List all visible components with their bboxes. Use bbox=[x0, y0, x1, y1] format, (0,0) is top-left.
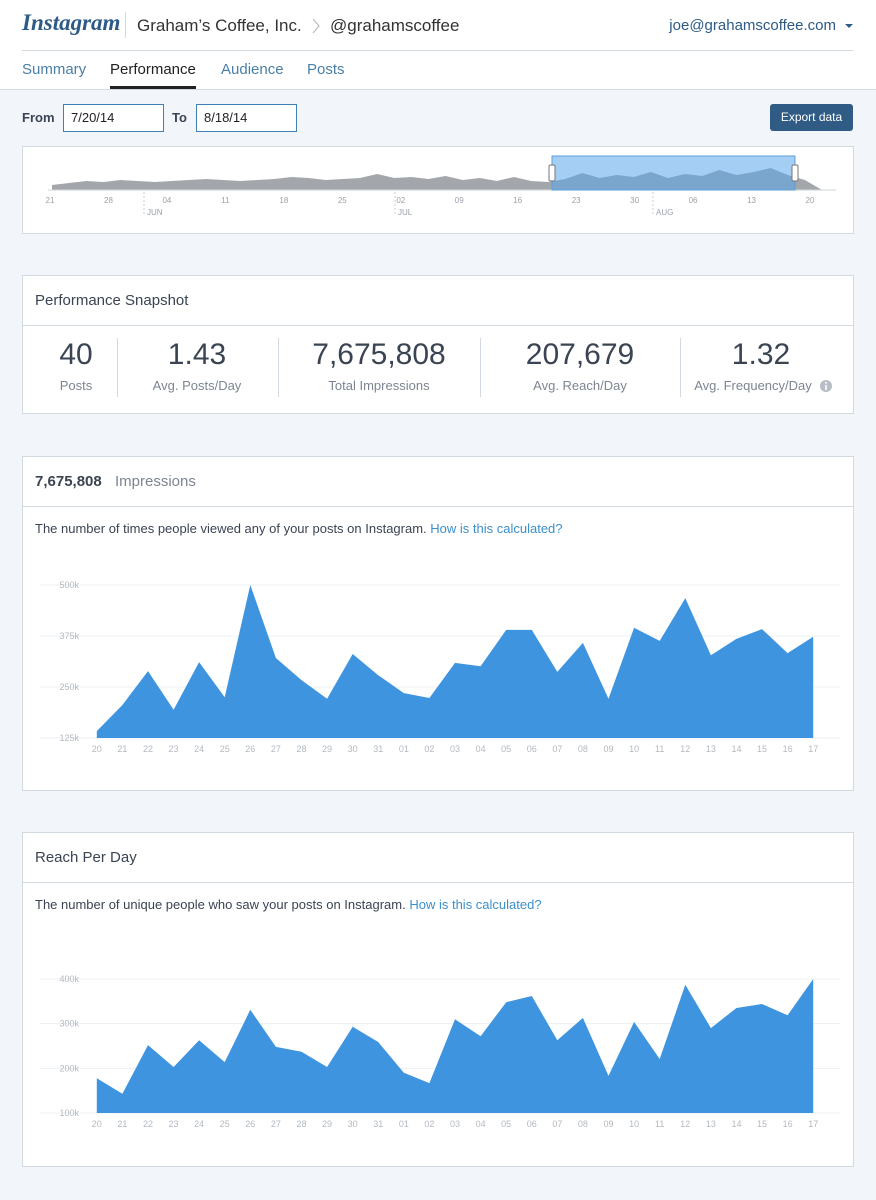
stat-label: Avg. Reach/Day bbox=[533, 378, 627, 393]
impressions-total: 7,675,808 bbox=[35, 473, 102, 490]
from-input[interactable]: 7/20/14 bbox=[63, 104, 164, 132]
panel-title: Impressions bbox=[115, 473, 196, 490]
top-bar bbox=[0, 0, 876, 90]
stat-value: 207,679 bbox=[525, 338, 635, 371]
tab[interactable]: Summary bbox=[22, 61, 87, 78]
from-label: From bbox=[22, 110, 55, 125]
header-rule bbox=[22, 50, 853, 51]
tab[interactable]: Audience bbox=[221, 61, 284, 78]
to-input[interactable]: 8/18/14 bbox=[196, 104, 297, 132]
snapshot-panel bbox=[22, 275, 854, 414]
description-text: The number of times people viewed any of… bbox=[35, 521, 427, 536]
tab[interactable]: Performance bbox=[110, 61, 196, 78]
account-name[interactable]: Graham’s Coffee, Inc. bbox=[137, 16, 302, 35]
stat-label: Total Impressions bbox=[328, 378, 430, 393]
stat-divider bbox=[680, 338, 681, 397]
tab-underline bbox=[110, 86, 196, 89]
stat-value: 1.32 bbox=[731, 338, 791, 371]
panel-title: Reach Per Day bbox=[35, 849, 137, 866]
chevron bbox=[312, 18, 320, 34]
info-icon[interactable] bbox=[819, 379, 833, 393]
caret[interactable] bbox=[844, 23, 854, 29]
handle[interactable]: @grahamscoffee bbox=[330, 16, 460, 35]
overview-panel bbox=[22, 146, 854, 234]
panel-rule bbox=[23, 506, 853, 507]
help-link[interactable]: How is this calculated? bbox=[430, 521, 563, 536]
logo[interactable]: Instagram bbox=[22, 10, 121, 35]
stat-divider bbox=[117, 338, 118, 397]
stat-label: Avg. Posts/Day bbox=[152, 378, 242, 393]
stat-label: Avg. Frequency/Day bbox=[694, 378, 812, 393]
help-link[interactable]: How is this calculated? bbox=[409, 897, 542, 912]
panel-rule bbox=[23, 882, 853, 883]
stat-value: 1.43 bbox=[167, 338, 227, 371]
user-menu[interactable]: joe@grahamscoffee.com bbox=[669, 17, 836, 34]
stat-divider bbox=[480, 338, 481, 397]
tab[interactable]: Posts bbox=[307, 61, 345, 78]
panel-title: Performance Snapshot bbox=[35, 292, 189, 309]
panel-rule bbox=[23, 325, 853, 326]
stat-value: 7,675,808 bbox=[312, 338, 446, 371]
stat-value: 40 bbox=[59, 338, 93, 371]
stat-divider bbox=[278, 338, 279, 397]
description: The number of unique people who saw your… bbox=[35, 897, 542, 912]
divider bbox=[125, 12, 126, 38]
stat-label: Posts bbox=[59, 378, 93, 393]
export-button[interactable]: Export data bbox=[770, 104, 853, 131]
description: The number of times people viewed any of… bbox=[35, 521, 563, 536]
to-label: To bbox=[172, 110, 187, 125]
description-text: The number of unique people who saw your… bbox=[35, 897, 406, 912]
